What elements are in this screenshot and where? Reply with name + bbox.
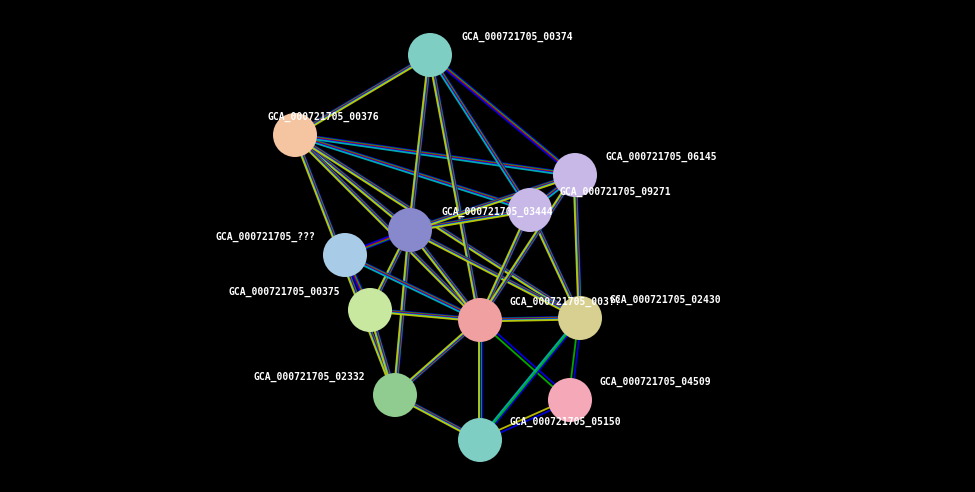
Text: GCA_000721705_04509: GCA_000721705_04509	[600, 377, 712, 387]
Circle shape	[373, 373, 417, 417]
Circle shape	[408, 33, 452, 77]
Circle shape	[348, 288, 392, 332]
Circle shape	[553, 153, 597, 197]
Text: GCA_000721705_00375: GCA_000721705_00375	[228, 287, 340, 297]
Text: GCA_000721705_00374: GCA_000721705_00374	[462, 32, 573, 42]
Text: GCA_000721705_02430: GCA_000721705_02430	[610, 295, 722, 305]
Circle shape	[458, 298, 502, 342]
Text: GCA_000721705_05150: GCA_000721705_05150	[510, 417, 622, 427]
Text: GCA_000721705_00376: GCA_000721705_00376	[268, 112, 379, 122]
Circle shape	[273, 113, 317, 157]
Text: GCA_000721705_03444: GCA_000721705_03444	[442, 207, 554, 217]
Circle shape	[323, 233, 367, 277]
Text: GCA_000721705_09271: GCA_000721705_09271	[560, 187, 672, 197]
Circle shape	[388, 208, 432, 252]
Circle shape	[508, 188, 552, 232]
Text: GCA_000721705_003??: GCA_000721705_003??	[510, 297, 622, 307]
Text: GCA_000721705_06145: GCA_000721705_06145	[605, 152, 717, 162]
Circle shape	[558, 296, 602, 340]
Text: GCA_000721705_02332: GCA_000721705_02332	[254, 372, 365, 382]
Text: GCA_000721705_???: GCA_000721705_???	[215, 232, 315, 242]
Circle shape	[458, 418, 502, 462]
Circle shape	[548, 378, 592, 422]
